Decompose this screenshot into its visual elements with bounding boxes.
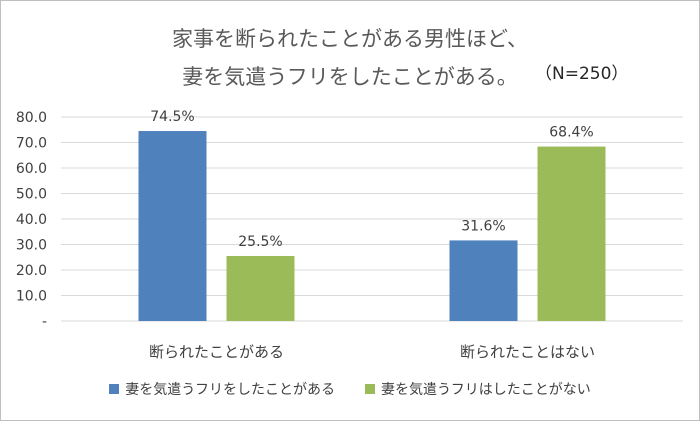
bar (537, 146, 606, 321)
y-tick-label: - (42, 314, 47, 330)
y-tick-label: 80.0 (16, 110, 47, 126)
legend: 妻を気遣うフリをしたことがある 妻を気遣うフリはしたことがない (1, 379, 699, 399)
x-category-label: 断られたことはない (460, 343, 595, 361)
legend-swatch-series-2 (365, 384, 375, 394)
chart-title-line-1: 家事を断られたことがある男性ほど、 (172, 27, 528, 51)
y-tick-label: 10.0 (16, 289, 47, 305)
data-label: 74.5% (150, 109, 194, 125)
data-label: 31.6% (461, 218, 505, 234)
data-label: 25.5% (238, 234, 282, 250)
y-tick-label: 20.0 (16, 263, 47, 279)
bar (226, 255, 295, 321)
x-category-label: 断られたことがある (149, 343, 284, 361)
legend-item-series-2: 妻を気遣うフリはしたことがない (365, 379, 591, 399)
bar (449, 240, 518, 321)
legend-swatch-series-1 (109, 384, 120, 394)
chart-title-line-2: 妻を気遣うフリをしたことがある。 (182, 65, 518, 89)
y-tick-label: 40.0 (16, 212, 47, 228)
legend-item-series-1: 妻を気遣うフリをしたことがある (109, 379, 335, 399)
y-tick-label: 60.0 (16, 161, 47, 177)
y-tick-label: 70.0 (16, 136, 47, 152)
legend-label-series-1: 妻を気遣うフリをしたことがある (125, 382, 335, 398)
bar (138, 131, 207, 321)
y-tick-label: 50.0 (16, 187, 47, 203)
sample-size-note: （N=250） (535, 64, 629, 84)
legend-label-series-2: 妻を気遣うフリはしたことがない (381, 382, 591, 398)
y-tick-label: 30.0 (16, 238, 47, 254)
data-label: 68.4% (549, 125, 593, 141)
